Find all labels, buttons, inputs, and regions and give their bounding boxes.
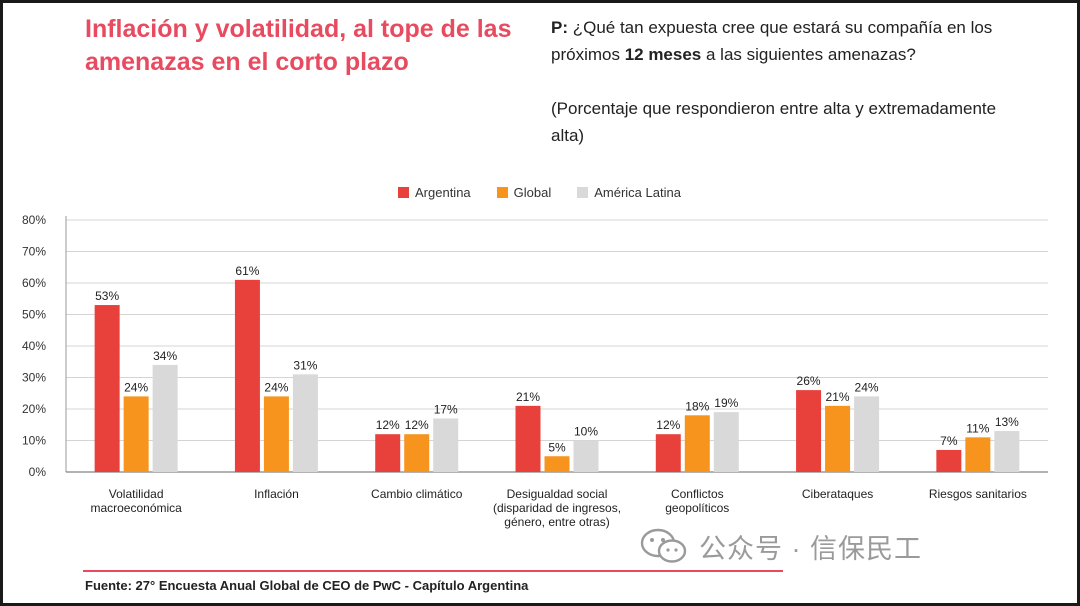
bar <box>433 418 459 472</box>
survey-question: P: ¿Qué tan expuesta cree que estará su … <box>551 14 1051 68</box>
bar <box>573 440 599 472</box>
watermark: 公众号 · 信保民工 <box>639 526 922 566</box>
x-tick-label-line: geopolíticos <box>665 501 729 515</box>
chart-legend: Argentina Global América Latina <box>398 185 681 200</box>
data-label: 12% <box>376 418 400 432</box>
x-tick-label-line: Inflación <box>254 487 299 501</box>
data-label: 26% <box>797 374 821 388</box>
bar <box>854 396 880 472</box>
watermark-text: 公众号 · 信保民工 <box>699 533 922 564</box>
y-tick-label: 10% <box>22 434 46 448</box>
x-tick-label-line: Ciberataques <box>802 487 873 501</box>
data-label: 24% <box>124 380 148 394</box>
y-tick-label: 30% <box>22 371 46 385</box>
x-tick-label: Inflación <box>254 487 299 501</box>
x-tick-label-line: macroeconómica <box>90 501 182 515</box>
data-label: 13% <box>995 415 1019 429</box>
question-prefix: P: <box>551 18 568 37</box>
bar <box>234 279 260 472</box>
legend-swatch-global <box>496 187 508 198</box>
y-tick-label: 60% <box>22 276 46 290</box>
x-tick-label: Conflictos geopolíticos <box>665 487 729 515</box>
data-label: 5% <box>548 440 566 454</box>
source-footnote: Fuente: 27° Encuesta Anual Global de CEO… <box>85 578 529 593</box>
legend-label-latam: América Latina <box>594 185 681 200</box>
bar <box>263 396 289 472</box>
y-tick-label: 80% <box>22 213 46 227</box>
data-label: 19% <box>714 396 738 410</box>
data-label: 17% <box>434 402 458 416</box>
y-tick-label: 50% <box>22 308 46 322</box>
y-tick-label: 0% <box>29 465 47 479</box>
x-tick-label: Cambio climático <box>371 487 463 501</box>
slide-title: Inflación y volatilidad, al tope de las … <box>85 15 512 76</box>
data-label: 34% <box>153 349 177 363</box>
x-tick-label-line: Conflictos <box>671 487 724 501</box>
bar <box>544 456 570 472</box>
data-label: 21% <box>516 390 540 404</box>
data-label: 10% <box>574 425 598 439</box>
bar <box>123 396 149 472</box>
data-label: 18% <box>685 399 709 413</box>
data-label: 53% <box>95 289 119 303</box>
data-label: 24% <box>264 380 288 394</box>
bar <box>404 434 430 472</box>
data-label: 7% <box>940 434 958 448</box>
question-bold: 12 meses <box>624 45 702 64</box>
x-tick-label-line: Cambio climático <box>371 487 463 501</box>
question-text-before: ¿Qué tan expuesta cree que estará su com… <box>551 18 993 64</box>
percentage-note: (Porcentaje que respondieron entre alta … <box>551 99 997 145</box>
data-label: 11% <box>966 421 989 435</box>
x-tick-label-line: Volatilidad <box>109 487 164 501</box>
y-tick-label: 40% <box>22 339 46 353</box>
bar <box>655 434 681 472</box>
bar <box>292 374 318 472</box>
x-tick-label-line: Desigualdad social <box>507 487 608 501</box>
x-tick-label: Ciberataques <box>802 487 873 501</box>
x-tick-label: Volatilidad macroeconómica <box>90 487 182 515</box>
x-tick-label-line: (disparidad de ingresos, <box>493 501 621 515</box>
wechat-icon <box>640 528 687 563</box>
question-text-after: a las siguientes amenazas? <box>701 45 916 64</box>
y-tick-label: 20% <box>22 402 46 416</box>
data-label: 31% <box>293 358 317 372</box>
data-label: 12% <box>405 418 429 432</box>
bar <box>825 405 851 472</box>
x-tick-label-line: Riesgos sanitarios <box>929 487 1027 501</box>
bar <box>515 405 541 472</box>
bar <box>375 434 401 472</box>
legend-swatch-latam <box>577 187 589 198</box>
legend-item-argentina: Argentina <box>398 185 471 200</box>
source-divider <box>83 570 783 572</box>
x-tick-label: Riesgos sanitarios <box>929 487 1027 501</box>
bar <box>965 437 991 472</box>
legend-item-global: Global <box>496 185 552 200</box>
bar <box>152 364 178 472</box>
y-tick-label: 70% <box>22 245 46 259</box>
x-tick-label: Desigualdad social (disparidad de ingreso… <box>493 487 621 529</box>
legend-label-global: Global <box>513 185 552 200</box>
legend-item-latam: América Latina <box>577 185 681 200</box>
data-label: 61% <box>235 264 259 278</box>
data-label: 24% <box>855 380 879 394</box>
x-tick-label-line: género, entre otras) <box>504 515 609 529</box>
data-label: 21% <box>826 390 850 404</box>
legend-label-argentina: Argentina <box>415 185 471 200</box>
data-label: 12% <box>656 418 680 432</box>
legend-swatch-argentina <box>398 187 409 198</box>
bar <box>936 449 962 472</box>
bar <box>94 305 120 472</box>
bar <box>684 415 710 472</box>
bar <box>994 431 1020 472</box>
bar <box>796 390 822 472</box>
bar <box>713 412 739 472</box>
